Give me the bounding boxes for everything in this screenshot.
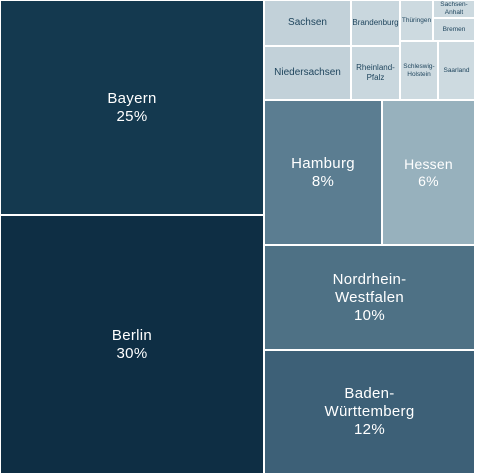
treemap-tile-thueringen: Thüringen: [400, 0, 433, 41]
tile-label: Bremen: [442, 25, 466, 33]
tile-label: Schleswig-: [403, 62, 435, 70]
treemap-tile-niedersachsen: Niedersachsen: [264, 46, 351, 100]
tile-label: Württemberg: [324, 403, 415, 420]
tile-label: Hamburg: [291, 154, 355, 172]
treemap-tile-bremen: Bremen: [433, 18, 475, 41]
tile-label: Rheinland-: [356, 63, 395, 73]
tile-label: Sachsen: [288, 17, 327, 28]
tile-label: Sachsen-: [440, 1, 468, 9]
tile-label: Holstein: [407, 70, 431, 78]
treemap-tile-nordrhein-westfalen: Nordrhein- Westfalen 10%: [264, 245, 475, 350]
tile-label: Bayern: [107, 89, 157, 107]
treemap-tile-sachsen: Sachsen: [264, 0, 351, 46]
tile-label: Hessen: [404, 155, 453, 172]
tile-label: Berlin: [111, 326, 153, 344]
treemap-tile-saarland: Saarland: [438, 41, 475, 100]
treemap-tile-sachsen-anhalt: Sachsen- Anhalt: [433, 0, 475, 18]
tile-label: Thüringen: [401, 16, 432, 24]
treemap-tile-bayern: Bayern 25%: [0, 0, 264, 215]
tile-value-label: 25%: [116, 107, 148, 125]
tile-value-label: 10%: [354, 306, 385, 324]
tile-label: Pfalz: [366, 73, 385, 82]
tile-value-label: 8%: [311, 172, 335, 190]
tile-label: Niedersachsen: [274, 67, 341, 78]
tile-label: Saarland: [443, 66, 470, 74]
tile-label: Baden-: [344, 385, 395, 402]
tile-value-label: 30%: [116, 344, 148, 362]
tile-value-label: 12%: [354, 421, 385, 438]
treemap-tile-hessen: Hessen 6%: [382, 100, 475, 245]
treemap-tile-brandenburg: Brandenburg: [351, 0, 400, 46]
tile-label: Brandenburg: [352, 18, 399, 28]
treemap-tile-berlin: Berlin 30%: [0, 215, 264, 474]
tile-value-label: 6%: [418, 172, 439, 189]
treemap-tile-baden-wuerttemberg: Baden- Württemberg 12%: [264, 350, 475, 474]
tile-label: Anhalt: [444, 9, 464, 16]
treemap-tile-hamburg: Hamburg 8%: [264, 100, 382, 245]
treemap-tile-rheinland-pfalz: Rheinland- Pfalz: [351, 46, 400, 100]
treemap-tile-schleswig-holstein: Schleswig- Holstein: [400, 41, 438, 100]
tile-label: Nordrhein-: [332, 270, 407, 288]
tile-label: Westfalen: [334, 288, 405, 306]
